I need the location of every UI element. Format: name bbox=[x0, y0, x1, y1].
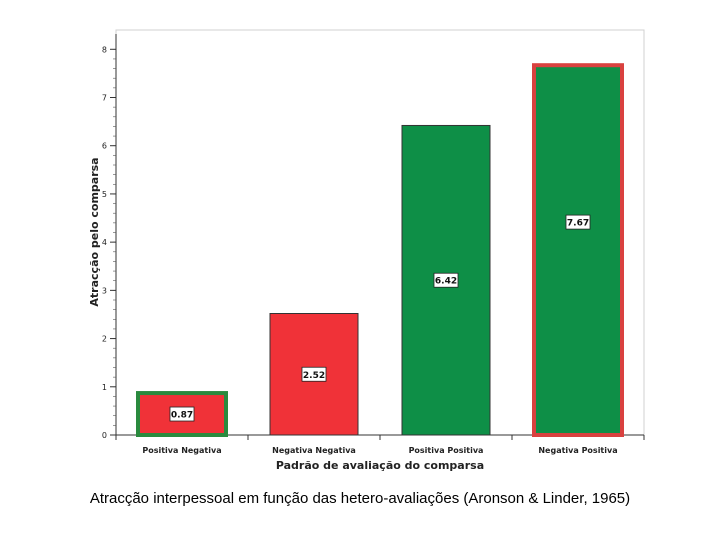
data-label: 7.67 bbox=[567, 219, 589, 229]
x-tick-label: Positiva Positiva bbox=[409, 446, 484, 455]
y-tick-label: 6 bbox=[102, 142, 107, 151]
y-tick-label: 5 bbox=[102, 190, 107, 199]
figure-caption: Atracção interpessoal em função das hete… bbox=[89, 490, 631, 507]
y-tick-label: 2 bbox=[102, 335, 107, 344]
y-tick-label: 7 bbox=[102, 94, 107, 103]
y-tick-label: 4 bbox=[102, 238, 107, 247]
x-tick-label: Positiva Negativa bbox=[142, 446, 221, 455]
data-label-box bbox=[169, 406, 195, 422]
y-axis: 0 1 2 3 4 5 6 7 8 bbox=[102, 34, 117, 440]
y-tick-label: 8 bbox=[102, 45, 107, 54]
data-label: 0.87 bbox=[171, 411, 193, 421]
y-tick-label: 1 bbox=[102, 383, 107, 392]
y-tick-label: 0 bbox=[102, 431, 107, 440]
y-tick-label: 3 bbox=[102, 286, 107, 295]
data-label-box bbox=[433, 272, 459, 288]
x-axis: Positiva Negativa Negativa Negativa Positi… bbox=[115, 434, 645, 455]
x-tick-label: Negativa Positiva bbox=[538, 446, 617, 455]
x-axis-title: Padrão de avaliação do comparsa bbox=[276, 459, 484, 472]
x-tick-label: Negativa Negativa bbox=[272, 446, 356, 455]
data-label: 6.42 bbox=[435, 277, 457, 287]
data-label: 2.52 bbox=[303, 371, 325, 381]
data-label-box bbox=[565, 214, 591, 230]
data-labels: 0.87 2.52 6.42 7.67 bbox=[169, 214, 591, 422]
y-axis-title: Atracção pelo comparsa bbox=[88, 157, 101, 306]
data-label-box bbox=[301, 366, 327, 382]
bar bbox=[532, 63, 624, 437]
